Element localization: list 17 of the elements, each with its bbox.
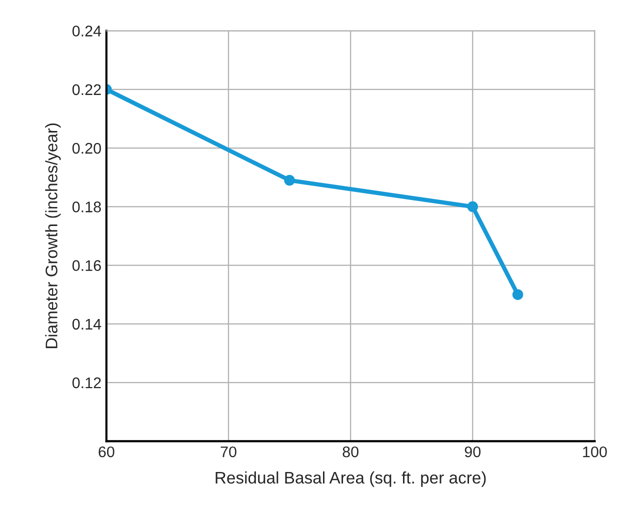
y-tick-label: 0.12 — [72, 377, 101, 388]
y-tick-label: 0.24 — [72, 26, 102, 36]
x-axis-title: Residual Basal Area (sq. ft. per acre) — [216, 471, 486, 487]
y-tick-label: 0.16 — [72, 260, 101, 271]
y-tick-label: 0.14 — [72, 318, 102, 330]
point — [284, 174, 295, 186]
x-tick-label: 70 — [220, 446, 236, 458]
y-axis-title: Diameter Growth (inches/year) — [45, 124, 61, 348]
point — [467, 201, 478, 212]
x-tick-label: 60 — [98, 446, 114, 458]
x-tick-label: 90 — [464, 446, 481, 458]
point — [512, 289, 524, 300]
x-tick-label: 100 — [583, 446, 607, 458]
y-tick-label: 0.18 — [72, 202, 101, 212]
y-tick-label: 0.20 — [72, 142, 101, 154]
x-tick-label: 80 — [342, 446, 358, 458]
y-tick-label: 0.22 — [72, 84, 101, 96]
